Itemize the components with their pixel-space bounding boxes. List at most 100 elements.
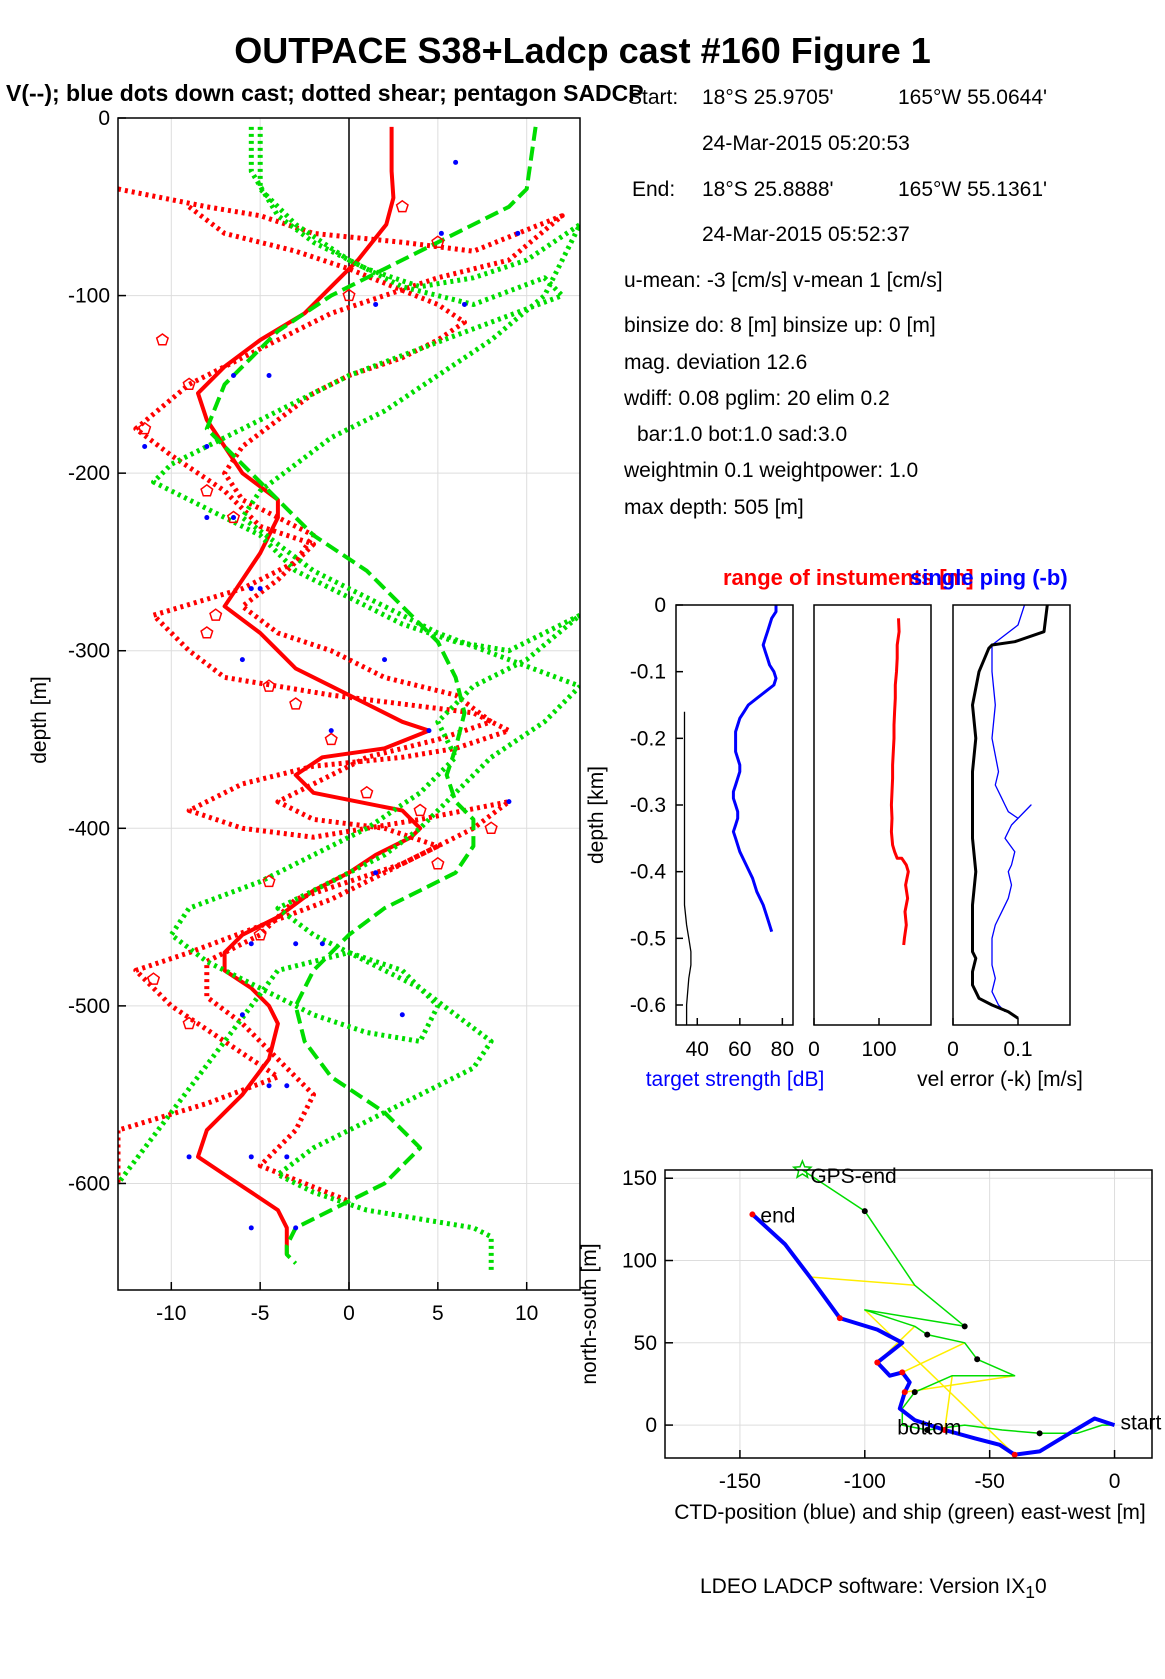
velocity-ytick-label: -200 bbox=[68, 462, 110, 485]
sadcp-pentagon bbox=[146, 972, 161, 985]
bar-info: bar:1.0 bot:1.0 sad:3.0 bbox=[637, 423, 848, 446]
downcast-dot bbox=[248, 1154, 254, 1160]
position-xtick-label: -50 bbox=[974, 1470, 1004, 1493]
sadcp-pentagon bbox=[289, 697, 303, 710]
sadcp-pentagon bbox=[200, 483, 214, 497]
ship-marker bbox=[1036, 1430, 1043, 1437]
instrument-ytick-label: -0.5 bbox=[630, 927, 666, 950]
version-subscript: 1 bbox=[1025, 1582, 1035, 1603]
instrument-ytick-label: 0 bbox=[654, 594, 666, 617]
ship-marker bbox=[924, 1427, 931, 1434]
sadcp-pentagon bbox=[182, 1016, 196, 1030]
position-xlabel: CTD-position (blue) and ship (green) eas… bbox=[674, 1501, 1146, 1524]
instrument-ytick-label: -0.2 bbox=[630, 727, 666, 750]
instrument-xtick-label: 0 bbox=[808, 1038, 820, 1061]
downcast-dot bbox=[231, 515, 236, 521]
downcast-dot bbox=[515, 230, 521, 236]
sadcp-pentagon bbox=[138, 421, 152, 435]
ctd-marker bbox=[874, 1359, 881, 1366]
end-label: End: bbox=[632, 178, 676, 201]
downcast-dot bbox=[231, 372, 236, 378]
downcast-dot bbox=[248, 1225, 254, 1231]
sadcp-pentagon bbox=[484, 821, 498, 834]
instrument-series-range bbox=[683, 711, 692, 1025]
velocity-ytick-label: -100 bbox=[68, 285, 110, 308]
ship-marker bbox=[924, 1331, 931, 1338]
position-xtick-label: -150 bbox=[719, 1470, 761, 1493]
downcast-dot bbox=[293, 941, 299, 947]
position-label-end: end bbox=[760, 1204, 795, 1227]
downcast-dot bbox=[373, 870, 379, 876]
mean-velocities: u-mean: -3 [cm/s] v-mean 1 [cm/s] bbox=[624, 269, 943, 292]
instrument-xlabel-velerror: vel error (-k) [m/s] bbox=[917, 1068, 1083, 1091]
instrument-panel-frame-1 bbox=[675, 604, 794, 1026]
sadcp-pentagon bbox=[262, 679, 276, 692]
downcast-dot bbox=[373, 301, 379, 307]
ship-ctd-link bbox=[901, 1342, 966, 1374]
sadcp-pentagon bbox=[209, 608, 223, 621]
instrument-xtick-label: 80 bbox=[771, 1038, 794, 1061]
velocity-xtick-label: 5 bbox=[432, 1302, 444, 1325]
ship-marker bbox=[961, 1323, 968, 1330]
position-xtick-label: 0 bbox=[1109, 1470, 1121, 1493]
figure-title: OUTPACE S38+Ladcp cast #160 Figure 1 bbox=[234, 30, 931, 71]
downcast-dot bbox=[462, 301, 467, 307]
instrument-ytick-label: -0.6 bbox=[630, 994, 666, 1017]
velocity-ytick-label: -400 bbox=[68, 817, 110, 840]
velocity-series-red-2 bbox=[118, 186, 565, 1184]
downcast-dot bbox=[142, 444, 148, 450]
ctd-marker bbox=[941, 1427, 948, 1434]
position-xtick-label: -100 bbox=[844, 1470, 886, 1493]
binsize-info: binsize do: 8 [m] binsize up: 0 [m] bbox=[624, 314, 936, 337]
sadcp-pentagon bbox=[324, 732, 338, 746]
instrument-xlabel-target: target strength [dB] bbox=[646, 1068, 825, 1091]
ctd-marker bbox=[1011, 1451, 1018, 1458]
downcast-dot bbox=[399, 1012, 405, 1018]
end-lon: 165°W 55.1361' bbox=[898, 178, 1048, 201]
downcast-dot bbox=[266, 1083, 272, 1089]
sadcp-pentagon bbox=[360, 785, 374, 799]
downcast-dot bbox=[248, 941, 254, 947]
instrument-panel-frame-3 bbox=[952, 604, 1071, 1026]
position-label-gps-end: GPS-end bbox=[810, 1165, 896, 1188]
software-version: LDEO LADCP software: Version IX bbox=[700, 1575, 1026, 1598]
velocity-ytick-label: -300 bbox=[68, 640, 110, 663]
downcast-dot bbox=[438, 230, 444, 236]
instrument-title-single-ping: single ping (-b) bbox=[910, 565, 1068, 590]
sadcp-pentagon bbox=[253, 927, 267, 941]
downcast-dot bbox=[239, 1012, 245, 1018]
software-footer: LDEO LADCP software: Version IX10 bbox=[700, 1575, 1047, 1603]
position-plot-frame bbox=[664, 1169, 1153, 1459]
ship-marker bbox=[911, 1389, 918, 1396]
downcast-dot bbox=[382, 657, 388, 663]
wdiff-info: wdiff: 0.08 pglim: 20 elim 0.2 bbox=[624, 387, 890, 410]
downcast-dot bbox=[284, 1154, 290, 1160]
velocity-xtick-label: 0 bbox=[343, 1302, 355, 1325]
instrument-xtick-label: 40 bbox=[686, 1038, 709, 1061]
position-label-bottom: bottom bbox=[897, 1417, 961, 1440]
instrument-xtick-label: 0.1 bbox=[1003, 1038, 1032, 1061]
instrument-ytick-label: -0.4 bbox=[630, 861, 667, 884]
end-time: 24-Mar-2015 05:52:37 bbox=[702, 223, 910, 246]
instrument-ytick-label: -0.1 bbox=[630, 661, 666, 684]
position-ylabel: north-south [m] bbox=[578, 1243, 601, 1384]
velocity-series-green-4 bbox=[204, 126, 538, 1265]
sadcp-pentagon bbox=[155, 333, 169, 346]
instrument-title-range: range of instuments [m] bbox=[723, 565, 974, 590]
max-depth: max depth: 505 [m] bbox=[624, 496, 804, 519]
downcast-dot bbox=[248, 586, 254, 592]
sadcp-pentagon bbox=[200, 626, 214, 639]
velocity-xtick-label: -5 bbox=[251, 1302, 270, 1325]
velocity-ytick-label: 0 bbox=[98, 107, 110, 130]
instrument-series-vel-error bbox=[971, 605, 1049, 1020]
sadcp-pentagon bbox=[413, 803, 427, 817]
ctd-marker bbox=[836, 1315, 843, 1322]
downcast-dot bbox=[239, 657, 245, 663]
version-tail: 0 bbox=[1035, 1575, 1047, 1598]
downcast-dot bbox=[319, 941, 325, 947]
ctd-marker bbox=[901, 1389, 908, 1396]
position-ytick-label: 150 bbox=[622, 1167, 657, 1190]
downcast-dot bbox=[284, 1083, 290, 1089]
downcast-dot bbox=[453, 159, 459, 165]
velocity-plot-frame bbox=[117, 117, 581, 1291]
